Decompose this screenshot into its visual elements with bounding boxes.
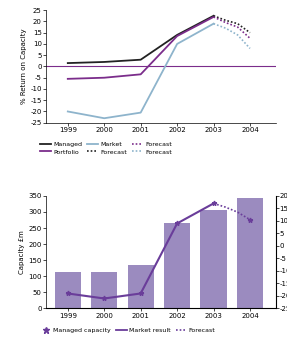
- Y-axis label: % Return on Capacity: % Return on Capacity: [22, 28, 28, 104]
- Bar: [127, 265, 154, 308]
- Bar: [237, 198, 263, 308]
- Legend: Managed capacity, Market result, Forecast: Managed capacity, Market result, Forecas…: [38, 325, 218, 336]
- Bar: [200, 211, 227, 308]
- Bar: [91, 272, 117, 308]
- Legend: Managed, Portfolio, Market, Forecast, Forecast, Forecast: Managed, Portfolio, Market, Forecast, Fo…: [38, 139, 174, 157]
- Y-axis label: Capacity £m: Capacity £m: [20, 230, 26, 274]
- Bar: [55, 272, 81, 308]
- Bar: [164, 223, 190, 308]
